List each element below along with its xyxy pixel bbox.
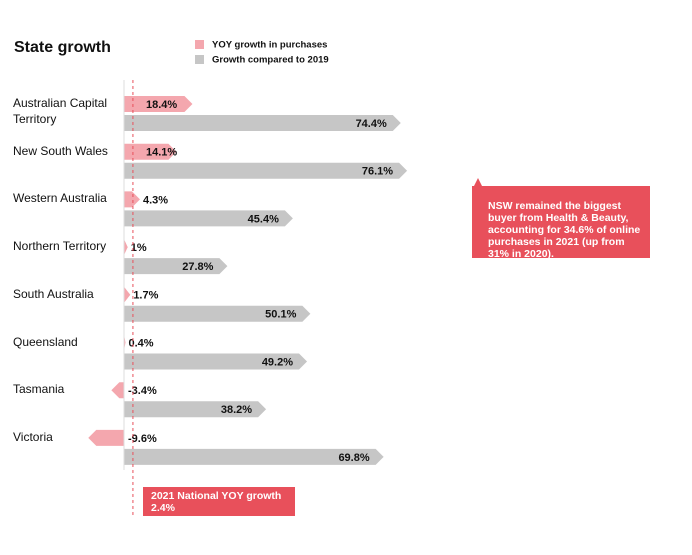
category-label: Victoria (13, 429, 53, 444)
legend-label: Growth compared to 2019 (212, 55, 329, 66)
value-label: 45.4% (248, 213, 279, 225)
bar (124, 191, 140, 208)
value-label: 14.1% (146, 147, 177, 159)
value-label: 38.2% (221, 404, 252, 416)
value-label: 76.1% (362, 166, 393, 178)
value-label: 0.4% (128, 337, 153, 349)
value-label: 1.7% (133, 290, 158, 302)
bar (124, 401, 267, 418)
bar (124, 305, 311, 322)
bar (111, 382, 124, 399)
value-label: 27.8% (182, 261, 213, 273)
bar (124, 353, 308, 370)
legend-swatch (195, 40, 204, 49)
category-label: New South Wales (13, 143, 108, 158)
bar (124, 96, 193, 112)
chart-title: State growth (14, 39, 111, 56)
bar (124, 115, 401, 131)
value-label: -3.4% (128, 385, 157, 397)
category-label: Australian Capital Territory (13, 96, 108, 126)
bar (124, 143, 177, 160)
bar (124, 162, 408, 179)
bar (124, 239, 128, 256)
value-label: 69.8% (338, 452, 369, 464)
national-value: 2.4% (151, 502, 175, 514)
category-label: South Australia (13, 286, 94, 301)
legend-label: YOY growth in purchases (212, 40, 327, 51)
category-label: Northern Territory (13, 239, 107, 254)
value-label: 74.4% (356, 118, 387, 130)
category-label: Queensland (13, 334, 78, 349)
bar (88, 429, 124, 446)
category-label: Tasmania (13, 382, 65, 397)
value-label: 50.1% (265, 309, 296, 321)
category-label: Western Australia (13, 191, 107, 206)
annotation: NSW remained the biggest buyer from Heal… (472, 186, 650, 260)
value-label: 49.2% (262, 356, 293, 368)
bar (124, 210, 293, 227)
value-label: -9.6% (128, 433, 157, 445)
value-label: 1% (131, 242, 147, 254)
national-box: 2021 National YOY growth 2.4% (143, 487, 295, 516)
bar (124, 258, 228, 275)
legend-swatch (195, 55, 204, 64)
bar (124, 286, 131, 303)
national-label: 2021 National YOY growth (151, 490, 282, 502)
value-label: 18.4% (146, 99, 177, 111)
value-label: 4.3% (143, 194, 168, 206)
bar (124, 448, 384, 465)
